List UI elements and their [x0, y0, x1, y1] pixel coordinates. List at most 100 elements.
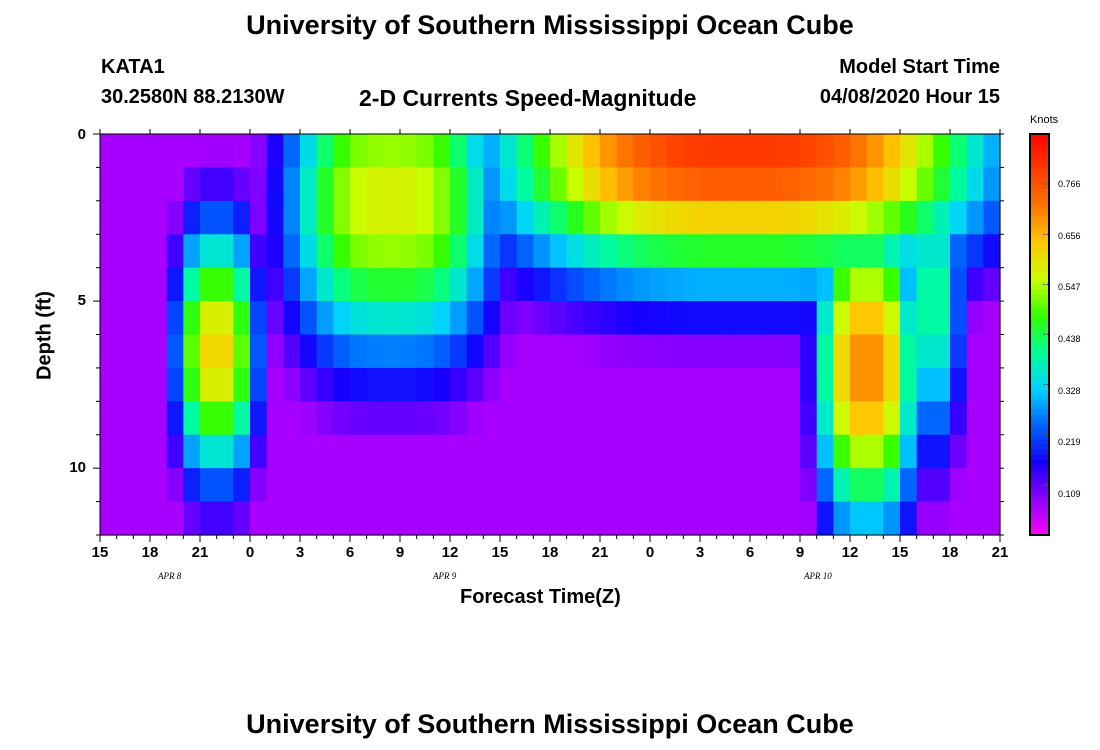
heatmap-cell [900, 367, 918, 402]
heatmap-cell [633, 134, 651, 169]
heatmap-cell [233, 234, 251, 269]
heatmap-cell [900, 234, 918, 269]
heatmap-cell [100, 401, 118, 436]
heatmap-cell [333, 468, 351, 503]
heatmap-cell [716, 134, 734, 169]
colorbar-segment [1030, 164, 1049, 170]
colorbar-segment [1030, 489, 1049, 496]
heatmap-cell [233, 434, 251, 469]
heatmap-cell [200, 200, 218, 235]
heatmap-cell [666, 234, 684, 269]
heatmap-cell [616, 367, 634, 402]
heatmap-cell [733, 401, 751, 436]
colorbar-segment [1030, 274, 1049, 280]
heatmap-cell [800, 167, 818, 202]
heatmap-cell [116, 167, 134, 202]
colorbar-segment [1030, 279, 1049, 285]
heatmap-cell [216, 434, 234, 469]
heatmap-cell [700, 468, 718, 503]
heatmap-cell [683, 468, 701, 503]
heatmap-cell [900, 401, 918, 436]
heatmap-cell [300, 234, 318, 269]
heatmap-cell [133, 367, 151, 402]
heatmap-cell [200, 434, 218, 469]
heatmap-cell [383, 200, 401, 235]
heatmap-cell [400, 367, 418, 402]
colorbar-segment [1030, 364, 1049, 371]
colorbar-segment [1030, 374, 1049, 381]
heatmap-cell [483, 234, 501, 269]
heatmap-cell [350, 200, 368, 235]
heatmap-cell [433, 401, 451, 436]
heatmap-cell [633, 301, 651, 336]
heatmap-cell [383, 301, 401, 336]
heatmap-cell [783, 367, 801, 402]
colorbar-segment [1030, 509, 1049, 516]
heatmap-cell [566, 234, 584, 269]
heatmap-cell [416, 167, 434, 202]
heatmap-cell [100, 234, 118, 269]
colorbar-segment [1030, 299, 1049, 306]
heatmap-cell [666, 134, 684, 169]
heatmap-cell [566, 267, 584, 302]
heatmap-cell [450, 401, 468, 436]
x-tick-label: 12 [441, 544, 459, 561]
heatmap-cell [633, 200, 651, 235]
heatmap-cell [116, 334, 134, 369]
colorbar-segment [1030, 134, 1049, 140]
colorbar-segment [1030, 159, 1049, 165]
heatmap-cell [133, 267, 151, 302]
heatmap-cell [466, 367, 484, 402]
heatmap-cell [883, 301, 901, 336]
colorbar-segment [1030, 234, 1049, 240]
heatmap-cell [966, 301, 984, 336]
heatmap-cell [100, 468, 118, 503]
heatmap-cell [783, 134, 801, 169]
heatmap-cell [650, 501, 668, 536]
heatmap-cell [483, 367, 501, 402]
heatmap-cell [200, 501, 218, 536]
colorbar-segment [1030, 334, 1049, 341]
colorbar-segment [1030, 459, 1049, 466]
heatmap-cell [950, 134, 968, 169]
heatmap-cell [300, 134, 318, 169]
heatmap-cell [750, 501, 768, 536]
colorbar-segment [1030, 519, 1049, 526]
heatmap-cell [283, 234, 301, 269]
colorbar-segment [1030, 204, 1049, 210]
heatmap-cell [483, 334, 501, 369]
heatmap-cell [133, 434, 151, 469]
colorbar-segment [1030, 289, 1049, 295]
heatmap-cell [566, 134, 584, 169]
heatmap-cell [966, 267, 984, 302]
heatmap-cell [683, 301, 701, 336]
colorbar-tick-label: 0.219 [1058, 437, 1081, 447]
heatmap-cell [916, 134, 934, 169]
heatmap-cell [416, 134, 434, 169]
colorbar-segment [1030, 259, 1049, 265]
heatmap-cell [483, 200, 501, 235]
heatmap-cell [900, 501, 918, 536]
heatmap-cell [766, 334, 784, 369]
heatmap-cell [300, 200, 318, 235]
heatmap-cell [383, 468, 401, 503]
heatmap-cell [366, 267, 384, 302]
heatmap-cell [366, 234, 384, 269]
heatmap-cell [966, 401, 984, 436]
heatmap-cell [766, 501, 784, 536]
heatmap-cell [750, 134, 768, 169]
heatmap-cell [650, 301, 668, 336]
colorbar-title: Knots [1030, 114, 1059, 126]
date-label: APR 10 [804, 571, 832, 581]
heatmap-cell [883, 434, 901, 469]
heatmap-cell [933, 468, 951, 503]
heatmap-cell [366, 334, 384, 369]
heatmap-cell [766, 167, 784, 202]
colorbar-segment [1030, 464, 1049, 471]
heatmap-cell [183, 501, 201, 536]
heatmap-cell [933, 167, 951, 202]
heatmap-cell [533, 134, 551, 169]
heatmap-cell [433, 501, 451, 536]
heatmap-cell [616, 501, 634, 536]
heatmap-cell [233, 134, 251, 169]
